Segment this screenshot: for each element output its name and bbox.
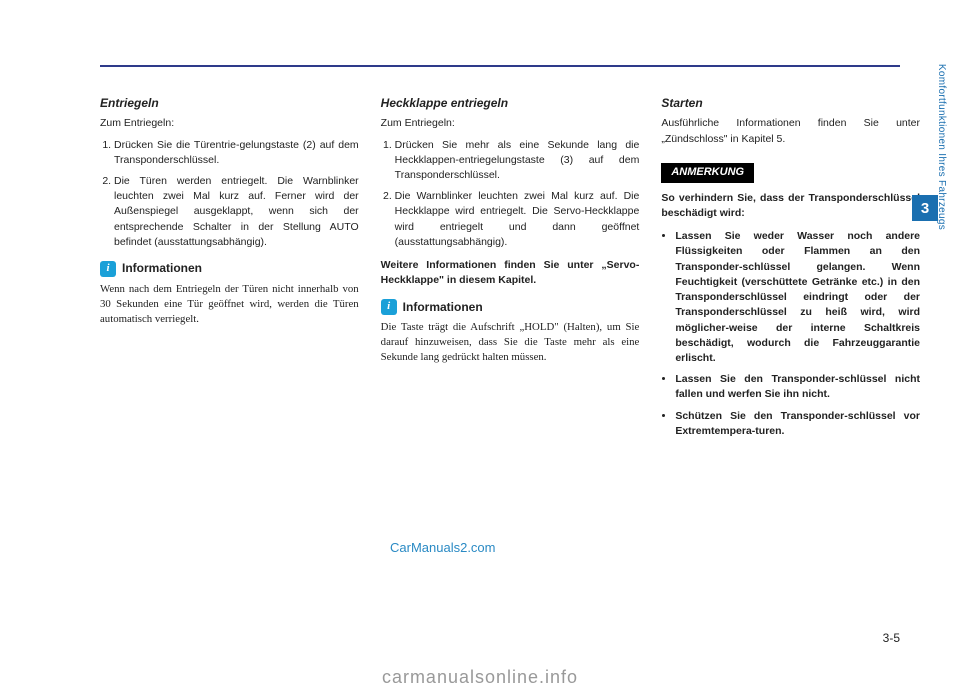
manual-page: Entriegeln Zum Entriegeln: Drücken Sie d…: [0, 0, 960, 700]
col2-list: Drücken Sie mehr als eine Sekunde lang d…: [381, 138, 640, 251]
chapter-side-label: Komfortfunktionen Ihres Fahrzeugs: [936, 64, 947, 230]
col1-intro: Zum Entriegeln:: [100, 116, 359, 131]
column-2: Heckklappe entriegeln Zum Entriegeln: Dr…: [381, 95, 640, 447]
col3-heading: Starten: [661, 95, 920, 112]
column-1: Entriegeln Zum Entriegeln: Drücken Sie d…: [100, 95, 359, 447]
list-item: Schützen Sie den Transponder-schlüssel v…: [675, 409, 920, 439]
info-heading-row: i Informationen: [381, 299, 640, 316]
list-item: Die Türen werden entriegelt. Die Warnbli…: [114, 174, 359, 250]
chapter-tab: 3: [912, 195, 938, 221]
anmerkung-label: ANMERKUNG: [661, 163, 754, 183]
info-icon: i: [100, 261, 116, 277]
page-number: 3-5: [883, 631, 900, 645]
col1-heading: Entriegeln: [100, 95, 359, 112]
info-text: Wenn nach dem Entriegeln der Türen nicht…: [100, 282, 359, 327]
col2-bold-block: Weitere Informationen finden Sie unter „…: [381, 258, 640, 288]
content-columns: Entriegeln Zum Entriegeln: Drücken Sie d…: [100, 95, 920, 447]
info-title: Informationen: [403, 299, 483, 316]
list-item: Lassen Sie den Transponder-schlüssel nic…: [675, 372, 920, 402]
watermark-carmanualsonline: carmanualsonline.info: [0, 667, 960, 688]
info-title: Informationen: [122, 260, 202, 277]
info-heading-row: i Informationen: [100, 260, 359, 277]
info-text: Die Taste trägt die Aufschrift „HOLD" (H…: [381, 320, 640, 365]
header-rule: [100, 65, 900, 67]
info-icon: i: [381, 299, 397, 315]
col2-intro: Zum Entriegeln:: [381, 116, 640, 131]
list-item: Die Warnblinker leuchten zwei Mal kurz a…: [395, 189, 640, 250]
list-item: Lassen Sie weder Wasser noch andere Flüs…: [675, 229, 920, 366]
watermark-carmanuals2: CarManuals2.com: [390, 540, 496, 555]
col3-intro: Ausführliche Informationen finden Sie un…: [661, 116, 920, 146]
col2-heading: Heckklappe entriegeln: [381, 95, 640, 112]
col3-bullets: Lassen Sie weder Wasser noch andere Flüs…: [661, 229, 920, 439]
list-item: Drücken Sie die Türentrie-gelungstaste (…: [114, 138, 359, 168]
list-item: Drücken Sie mehr als eine Sekunde lang d…: [395, 138, 640, 184]
col3-bold-intro: So verhindern Sie, dass der Transponders…: [661, 191, 920, 221]
column-3: Starten Ausführliche Informationen finde…: [661, 95, 920, 447]
col1-list: Drücken Sie die Türentrie-gelungstaste (…: [100, 138, 359, 251]
